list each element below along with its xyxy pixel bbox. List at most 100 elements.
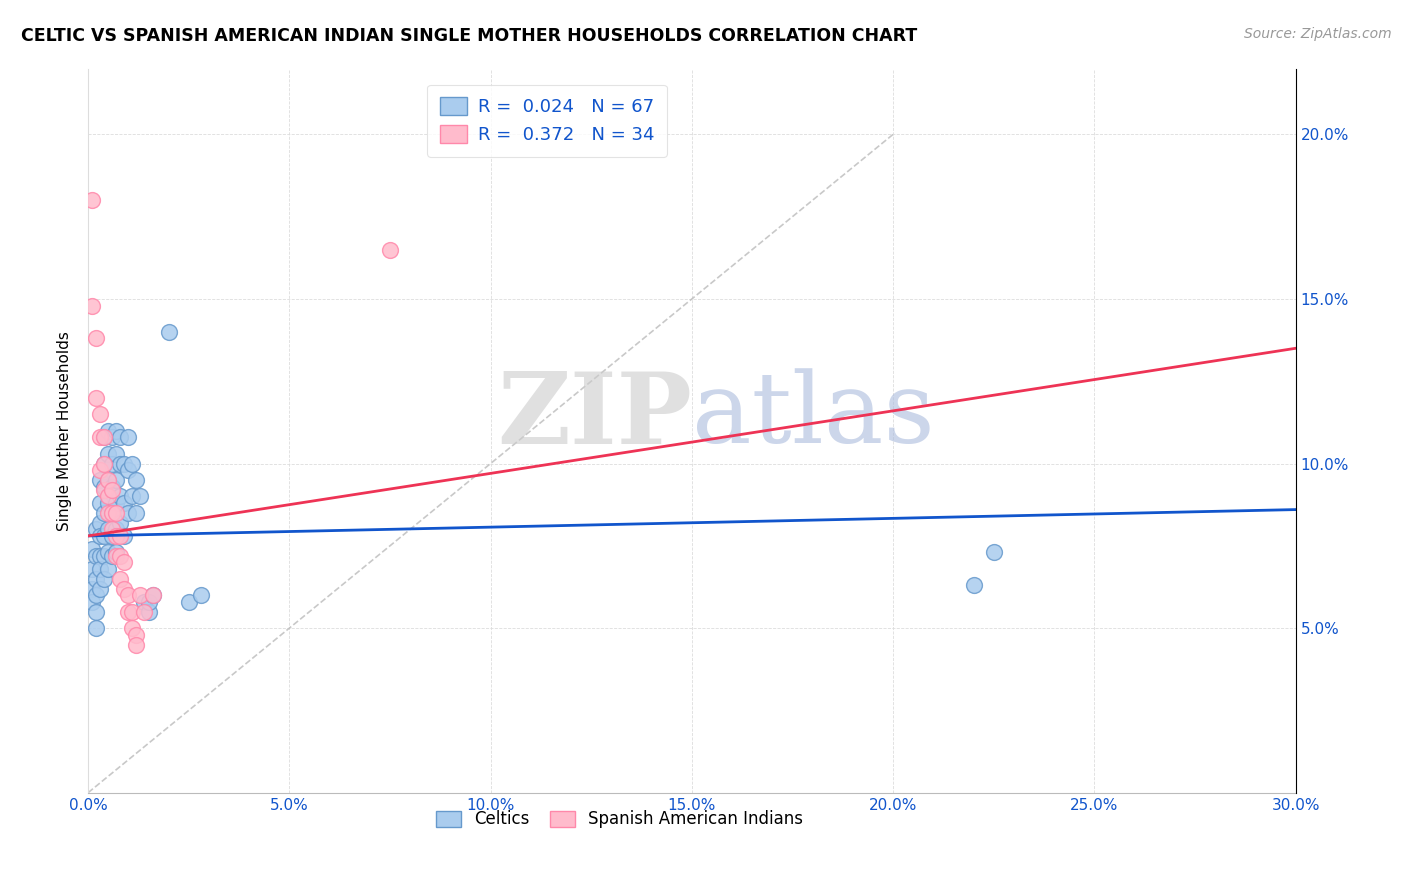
Point: [93, 479, 115, 493]
Point: [112, 457, 135, 471]
Point: [84, 588, 107, 602]
Point: [134, 595, 156, 609]
Y-axis label: Single Mother Households: Single Mother Households: [58, 331, 72, 531]
Point: [97, 522, 120, 536]
Point: [112, 582, 135, 596]
Point: [84, 572, 107, 586]
Point: [101, 430, 124, 444]
Point: [82, 562, 104, 576]
Text: atlas: atlas: [692, 368, 935, 464]
Point: [105, 545, 128, 559]
Point: [93, 506, 115, 520]
Point: [89, 529, 111, 543]
Point: [134, 605, 156, 619]
Point: [89, 407, 111, 421]
Point: [125, 638, 148, 652]
Point: [93, 529, 115, 543]
Point: [97, 473, 120, 487]
Point: [121, 621, 143, 635]
Text: Source: ZipAtlas.com: Source: ZipAtlas.com: [1244, 27, 1392, 41]
Point: [157, 325, 180, 339]
Point: [89, 496, 111, 510]
Point: [93, 457, 115, 471]
Point: [125, 628, 148, 642]
Point: [84, 331, 107, 345]
Point: [121, 457, 143, 471]
Point: [112, 555, 135, 569]
Point: [117, 605, 139, 619]
Point: [93, 430, 115, 444]
Point: [89, 562, 111, 576]
Point: [117, 430, 139, 444]
Point: [117, 506, 139, 520]
Point: [117, 588, 139, 602]
Point: [89, 463, 111, 477]
Point: [97, 490, 120, 504]
Point: [962, 578, 984, 592]
Point: [105, 506, 128, 520]
Point: [89, 582, 111, 596]
Point: [89, 549, 111, 563]
Point: [110, 490, 132, 504]
Point: [121, 490, 143, 504]
Point: [138, 605, 160, 619]
Point: [110, 457, 132, 471]
Point: [97, 545, 120, 559]
Point: [97, 473, 120, 487]
Point: [105, 522, 128, 536]
Point: [141, 588, 163, 602]
Point: [97, 506, 120, 520]
Point: [110, 549, 132, 563]
Point: [93, 483, 115, 497]
Point: [93, 549, 115, 563]
Text: ZIP: ZIP: [496, 368, 692, 465]
Point: [125, 506, 148, 520]
Point: [84, 549, 107, 563]
Point: [105, 473, 128, 487]
Point: [138, 595, 160, 609]
Point: [89, 516, 111, 530]
Point: [84, 522, 107, 536]
Point: [82, 193, 104, 207]
Point: [97, 496, 120, 510]
Point: [105, 496, 128, 510]
Point: [110, 572, 132, 586]
Point: [93, 572, 115, 586]
Point: [105, 424, 128, 438]
Point: [89, 430, 111, 444]
Point: [112, 529, 135, 543]
Point: [84, 621, 107, 635]
Point: [101, 506, 124, 520]
Point: [101, 522, 124, 536]
Point: [105, 529, 128, 543]
Point: [89, 473, 111, 487]
Point: [110, 529, 132, 543]
Point: [82, 298, 104, 312]
Point: [101, 457, 124, 471]
Legend: Celtics, Spanish American Indians: Celtics, Spanish American Indians: [429, 804, 810, 835]
Point: [112, 496, 135, 510]
Point: [101, 529, 124, 543]
Point: [117, 463, 139, 477]
Point: [110, 430, 132, 444]
Point: [105, 447, 128, 461]
Point: [82, 542, 104, 557]
Point: [378, 243, 401, 257]
Point: [84, 391, 107, 405]
Text: CELTIC VS SPANISH AMERICAN INDIAN SINGLE MOTHER HOUSEHOLDS CORRELATION CHART: CELTIC VS SPANISH AMERICAN INDIAN SINGLE…: [21, 27, 917, 45]
Point: [129, 490, 152, 504]
Point: [97, 424, 120, 438]
Point: [101, 549, 124, 563]
Point: [101, 483, 124, 497]
Point: [177, 595, 200, 609]
Point: [101, 479, 124, 493]
Point: [141, 588, 163, 602]
Point: [105, 549, 128, 563]
Point: [129, 588, 152, 602]
Point: [82, 595, 104, 609]
Point: [97, 562, 120, 576]
Point: [190, 588, 212, 602]
Point: [110, 516, 132, 530]
Point: [82, 582, 104, 596]
Point: [983, 545, 1005, 559]
